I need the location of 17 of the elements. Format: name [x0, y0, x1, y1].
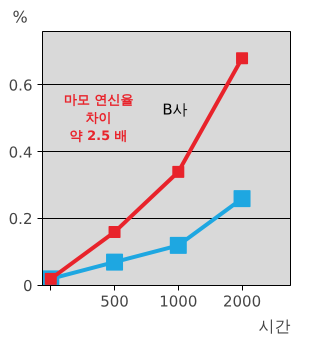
y-tick-label: 0.4 [8, 143, 33, 162]
x-tick-label: 1000 [159, 292, 198, 310]
point [172, 166, 184, 178]
y-tick-label: 0 [22, 277, 33, 295]
y-tick-label: 0.6 [8, 76, 33, 94]
point [234, 190, 251, 208]
x-axis-title: 시간 [258, 316, 290, 336]
y-axis-title: % [12, 8, 28, 26]
x-tick-label: 2000 [222, 292, 262, 310]
annotation: 마모 연신율 차이 약 2.5 배 [64, 92, 134, 144]
point [170, 236, 187, 254]
x-tick-label: 500 [100, 292, 129, 310]
point [106, 254, 124, 271]
point [108, 226, 121, 238]
point [236, 52, 248, 64]
y-tick-label: 0.2 [8, 210, 33, 228]
series-label: B사 [162, 100, 188, 118]
